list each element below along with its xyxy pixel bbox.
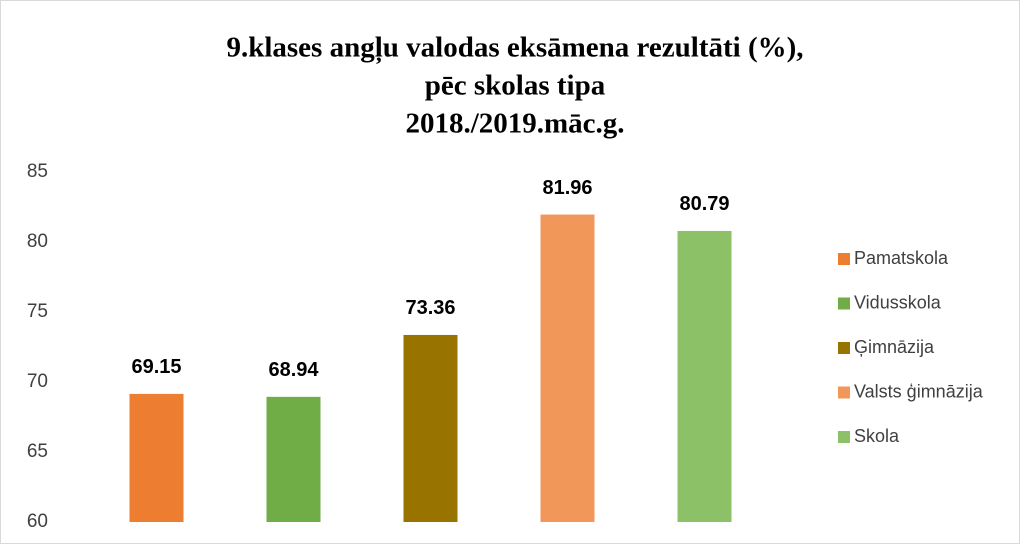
data-label: 81.96 — [542, 177, 592, 199]
y-tick-label: 70 — [27, 371, 48, 392]
bar — [403, 334, 458, 522]
data-label: 73.36 — [405, 297, 455, 319]
y-tick-label: 85 — [27, 161, 48, 182]
legend-swatch — [838, 297, 850, 310]
chart-title: pēc skolas tipa — [425, 70, 606, 102]
bar — [266, 396, 321, 522]
legend-label: Ģimnāzija — [854, 337, 935, 357]
legend-swatch — [838, 386, 850, 399]
y-tick-label: 80 — [27, 231, 48, 252]
legend-label: Valsts ģimnāzija — [854, 381, 984, 401]
legend-swatch — [838, 342, 850, 354]
y-tick-label: 60 — [27, 511, 48, 532]
bar — [540, 214, 595, 522]
legend-label: Skola — [854, 426, 900, 446]
data-label: 80.79 — [679, 193, 729, 215]
chart-title: 9.klases angļu valodas eksāmena rezultāt… — [226, 32, 803, 65]
bar — [129, 393, 184, 522]
chart-title: 2018./2019.māc.g. — [405, 108, 624, 140]
data-label: 69.15 — [131, 356, 181, 378]
legend-swatch — [838, 253, 850, 265]
legend-label: Pamatskola — [854, 248, 949, 268]
legend-swatch — [838, 431, 850, 443]
y-tick-label: 75 — [27, 301, 48, 322]
bar — [677, 230, 732, 522]
legend-label: Vidusskola — [854, 292, 942, 312]
data-label: 68.94 — [268, 359, 319, 381]
y-tick-label: 65 — [27, 441, 48, 462]
